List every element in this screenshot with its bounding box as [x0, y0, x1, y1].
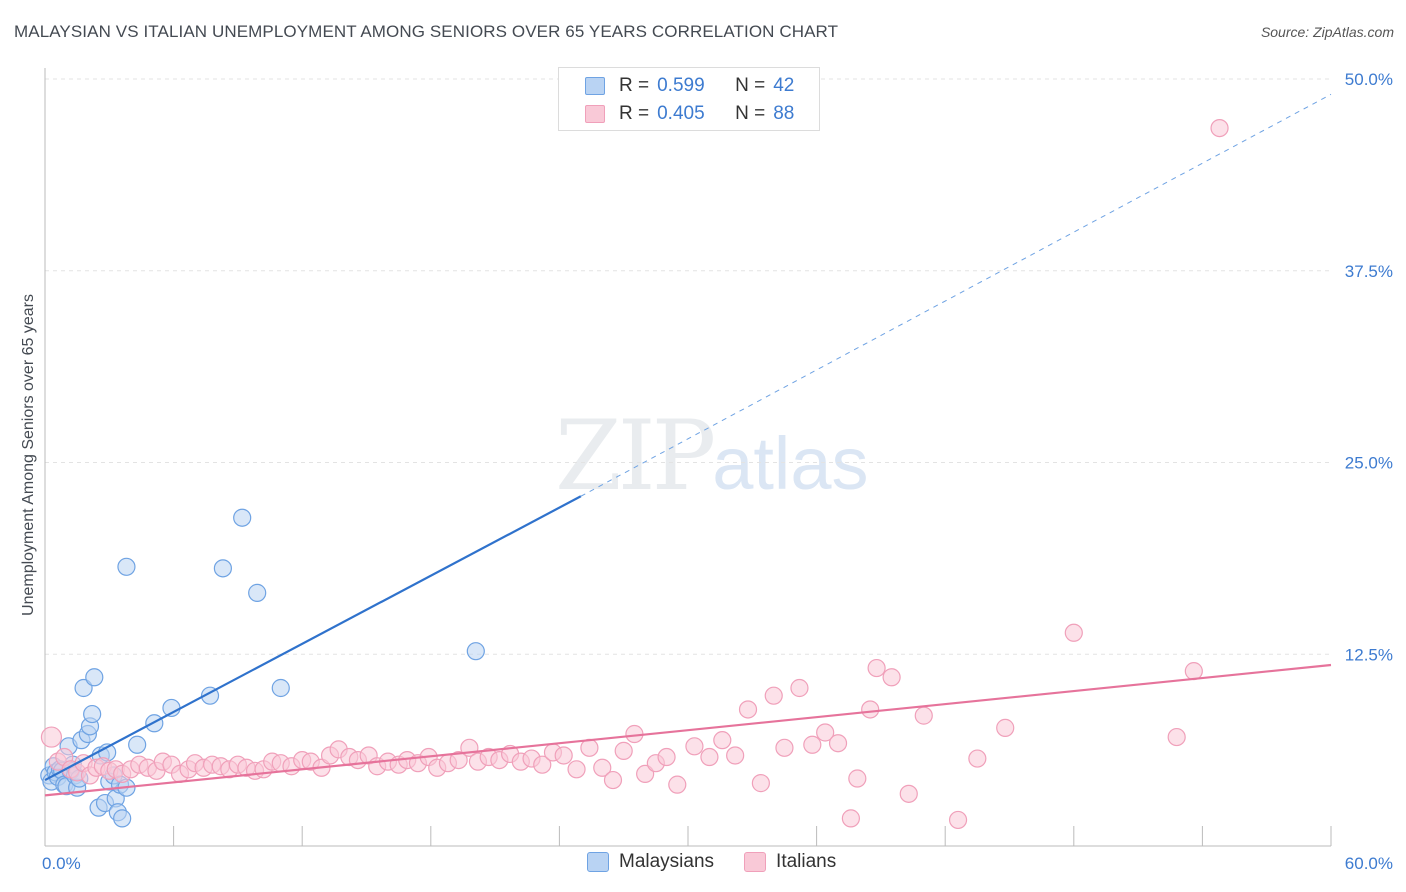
legend-r-label: R =	[619, 75, 650, 96]
y-tick-label: 37.5%	[1345, 262, 1393, 281]
data-point-italians	[40, 726, 63, 748]
source-label: Source: ZipAtlas.com	[1260, 24, 1394, 40]
data-point-malaysians	[117, 557, 136, 576]
data-point-italians	[554, 746, 573, 765]
data-point-malaysians	[233, 508, 252, 527]
data-point-italians	[848, 769, 867, 788]
legend-swatch-italians	[585, 105, 605, 123]
legend-r-label: R =	[619, 103, 650, 124]
legend-n-label: N =	[735, 103, 766, 124]
watermark-atlas: atlas	[712, 422, 869, 505]
data-point-italians	[657, 747, 676, 767]
trend-line-malaysians	[44, 495, 582, 782]
data-point-italians	[713, 731, 732, 750]
data-point-italians	[764, 686, 783, 705]
data-point-italians	[882, 668, 901, 687]
legend-n-label: N =	[735, 75, 766, 96]
y-axis-label: Unemployment Among Seniors over 65 years	[20, 294, 37, 616]
data-point-italians	[914, 706, 933, 725]
correlation-legend: R = 0.599 N = 42 R = 0.405 N = 88	[558, 67, 820, 131]
legend-row-malaysians: R = 0.599 N = 42	[585, 74, 794, 98]
series-swatch-italians	[744, 852, 767, 872]
x-tick-label: 60.0%	[1345, 854, 1393, 873]
data-point-italians	[899, 784, 918, 803]
y-tick-label: 25.0%	[1345, 454, 1393, 473]
series-legend-italians: Italians	[744, 851, 836, 873]
y-tick-label: 50.0%	[1345, 70, 1393, 89]
legend-n-value: 42	[773, 75, 795, 96]
data-point-malaysians	[85, 668, 104, 687]
data-point-italians	[1184, 662, 1203, 681]
data-point-italians	[841, 809, 860, 828]
data-point-italians	[614, 741, 633, 760]
series-legend: Malaysians Italians	[587, 851, 866, 873]
data-point-italians	[968, 749, 987, 768]
series-italians	[40, 118, 1229, 830]
data-point-italians	[738, 700, 758, 719]
data-point-malaysians	[248, 583, 267, 602]
data-point-malaysians	[271, 678, 290, 698]
data-point-italians	[1064, 623, 1083, 642]
data-point-italians	[867, 658, 886, 678]
series-label-malaysians: Malaysians	[619, 851, 715, 872]
data-point-italians	[726, 746, 745, 765]
data-point-italians	[861, 700, 880, 719]
data-point-italians	[1167, 727, 1186, 747]
trend-line-italians	[44, 663, 1332, 797]
data-point-malaysians	[113, 809, 132, 828]
data-point-italians	[775, 738, 794, 757]
watermark-zip: ZIP	[555, 400, 716, 512]
legend-r-value: 0.599	[657, 75, 705, 96]
data-point-malaysians	[128, 735, 147, 754]
data-point-malaysians	[213, 559, 232, 578]
data-point-italians	[533, 755, 552, 774]
series-label-italians: Italians	[776, 851, 837, 872]
x-tick-label: 0.0%	[42, 854, 81, 873]
data-point-italians	[803, 735, 822, 754]
legend-n-value: 88	[773, 103, 795, 124]
data-point-italians	[700, 747, 719, 767]
data-point-italians	[828, 734, 848, 753]
trend-extension-malaysians	[580, 93, 1332, 497]
series-legend-malaysians: Malaysians	[587, 851, 714, 873]
data-point-italians	[449, 750, 468, 770]
series-swatch-malaysians	[587, 852, 609, 872]
legend-r-value: 0.405	[657, 103, 705, 124]
data-point-italians	[603, 770, 623, 790]
legend-swatch-malaysians	[585, 77, 605, 95]
data-point-italians	[1210, 118, 1229, 138]
data-point-italians	[816, 723, 835, 742]
watermark: ZIPatlas	[555, 400, 869, 512]
legend-row-italians: R = 0.405 N = 88	[585, 102, 794, 126]
data-point-italians	[636, 764, 655, 784]
data-point-malaysians	[74, 678, 93, 698]
y-tick-label: 12.5%	[1345, 645, 1393, 664]
chart-title: MALAYSIAN VS ITALIAN UNEMPLOYMENT AMONG …	[14, 22, 839, 41]
data-point-malaysians	[83, 704, 102, 724]
data-point-italians	[668, 775, 687, 794]
data-point-italians	[751, 774, 770, 793]
data-point-italians	[593, 758, 612, 777]
data-point-italians	[567, 760, 586, 779]
data-point-italians	[790, 678, 809, 698]
data-point-italians	[996, 718, 1015, 737]
data-point-malaysians	[466, 642, 485, 661]
data-point-italians	[685, 737, 704, 756]
data-point-italians	[948, 810, 968, 830]
